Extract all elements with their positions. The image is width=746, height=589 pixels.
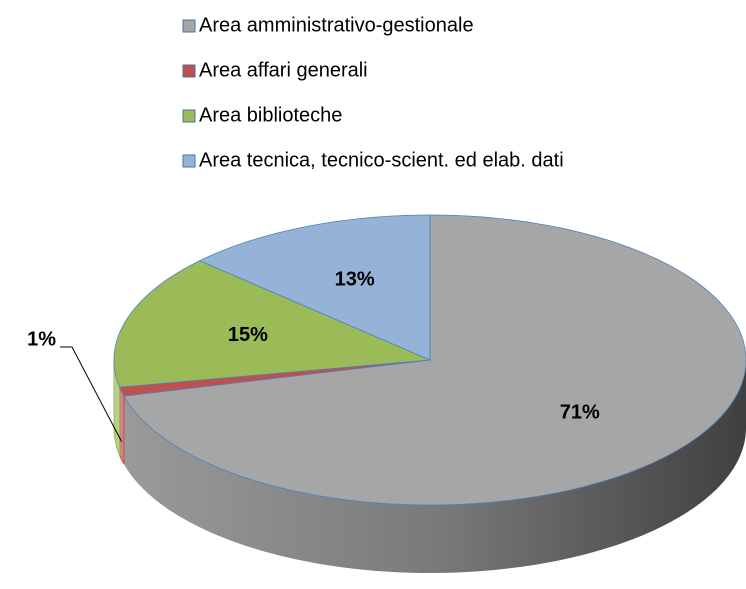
- legend-text: Area tecnica, tecnico-scient. ed elab. d…: [199, 149, 564, 171]
- data-label: 13%: [335, 268, 375, 290]
- legend-text: Area amministrativo-gestionale: [199, 14, 474, 36]
- legend-text: Area biblioteche: [199, 104, 342, 126]
- data-label: 71%: [560, 402, 600, 424]
- data-label: 15%: [228, 324, 268, 346]
- slice-side: [119, 386, 125, 465]
- legend-swatch: [182, 19, 196, 33]
- slice: [123, 214, 746, 506]
- legend-swatch: [182, 109, 196, 123]
- leader-line: [60, 346, 123, 442]
- slice: [113, 260, 431, 388]
- legend-swatch: [182, 64, 196, 78]
- legend-text: Area affari generali: [199, 59, 368, 81]
- slice: [198, 214, 431, 361]
- slice-side: [123, 360, 746, 573]
- legend-swatch: [182, 154, 196, 168]
- data-label: 1%: [27, 328, 56, 350]
